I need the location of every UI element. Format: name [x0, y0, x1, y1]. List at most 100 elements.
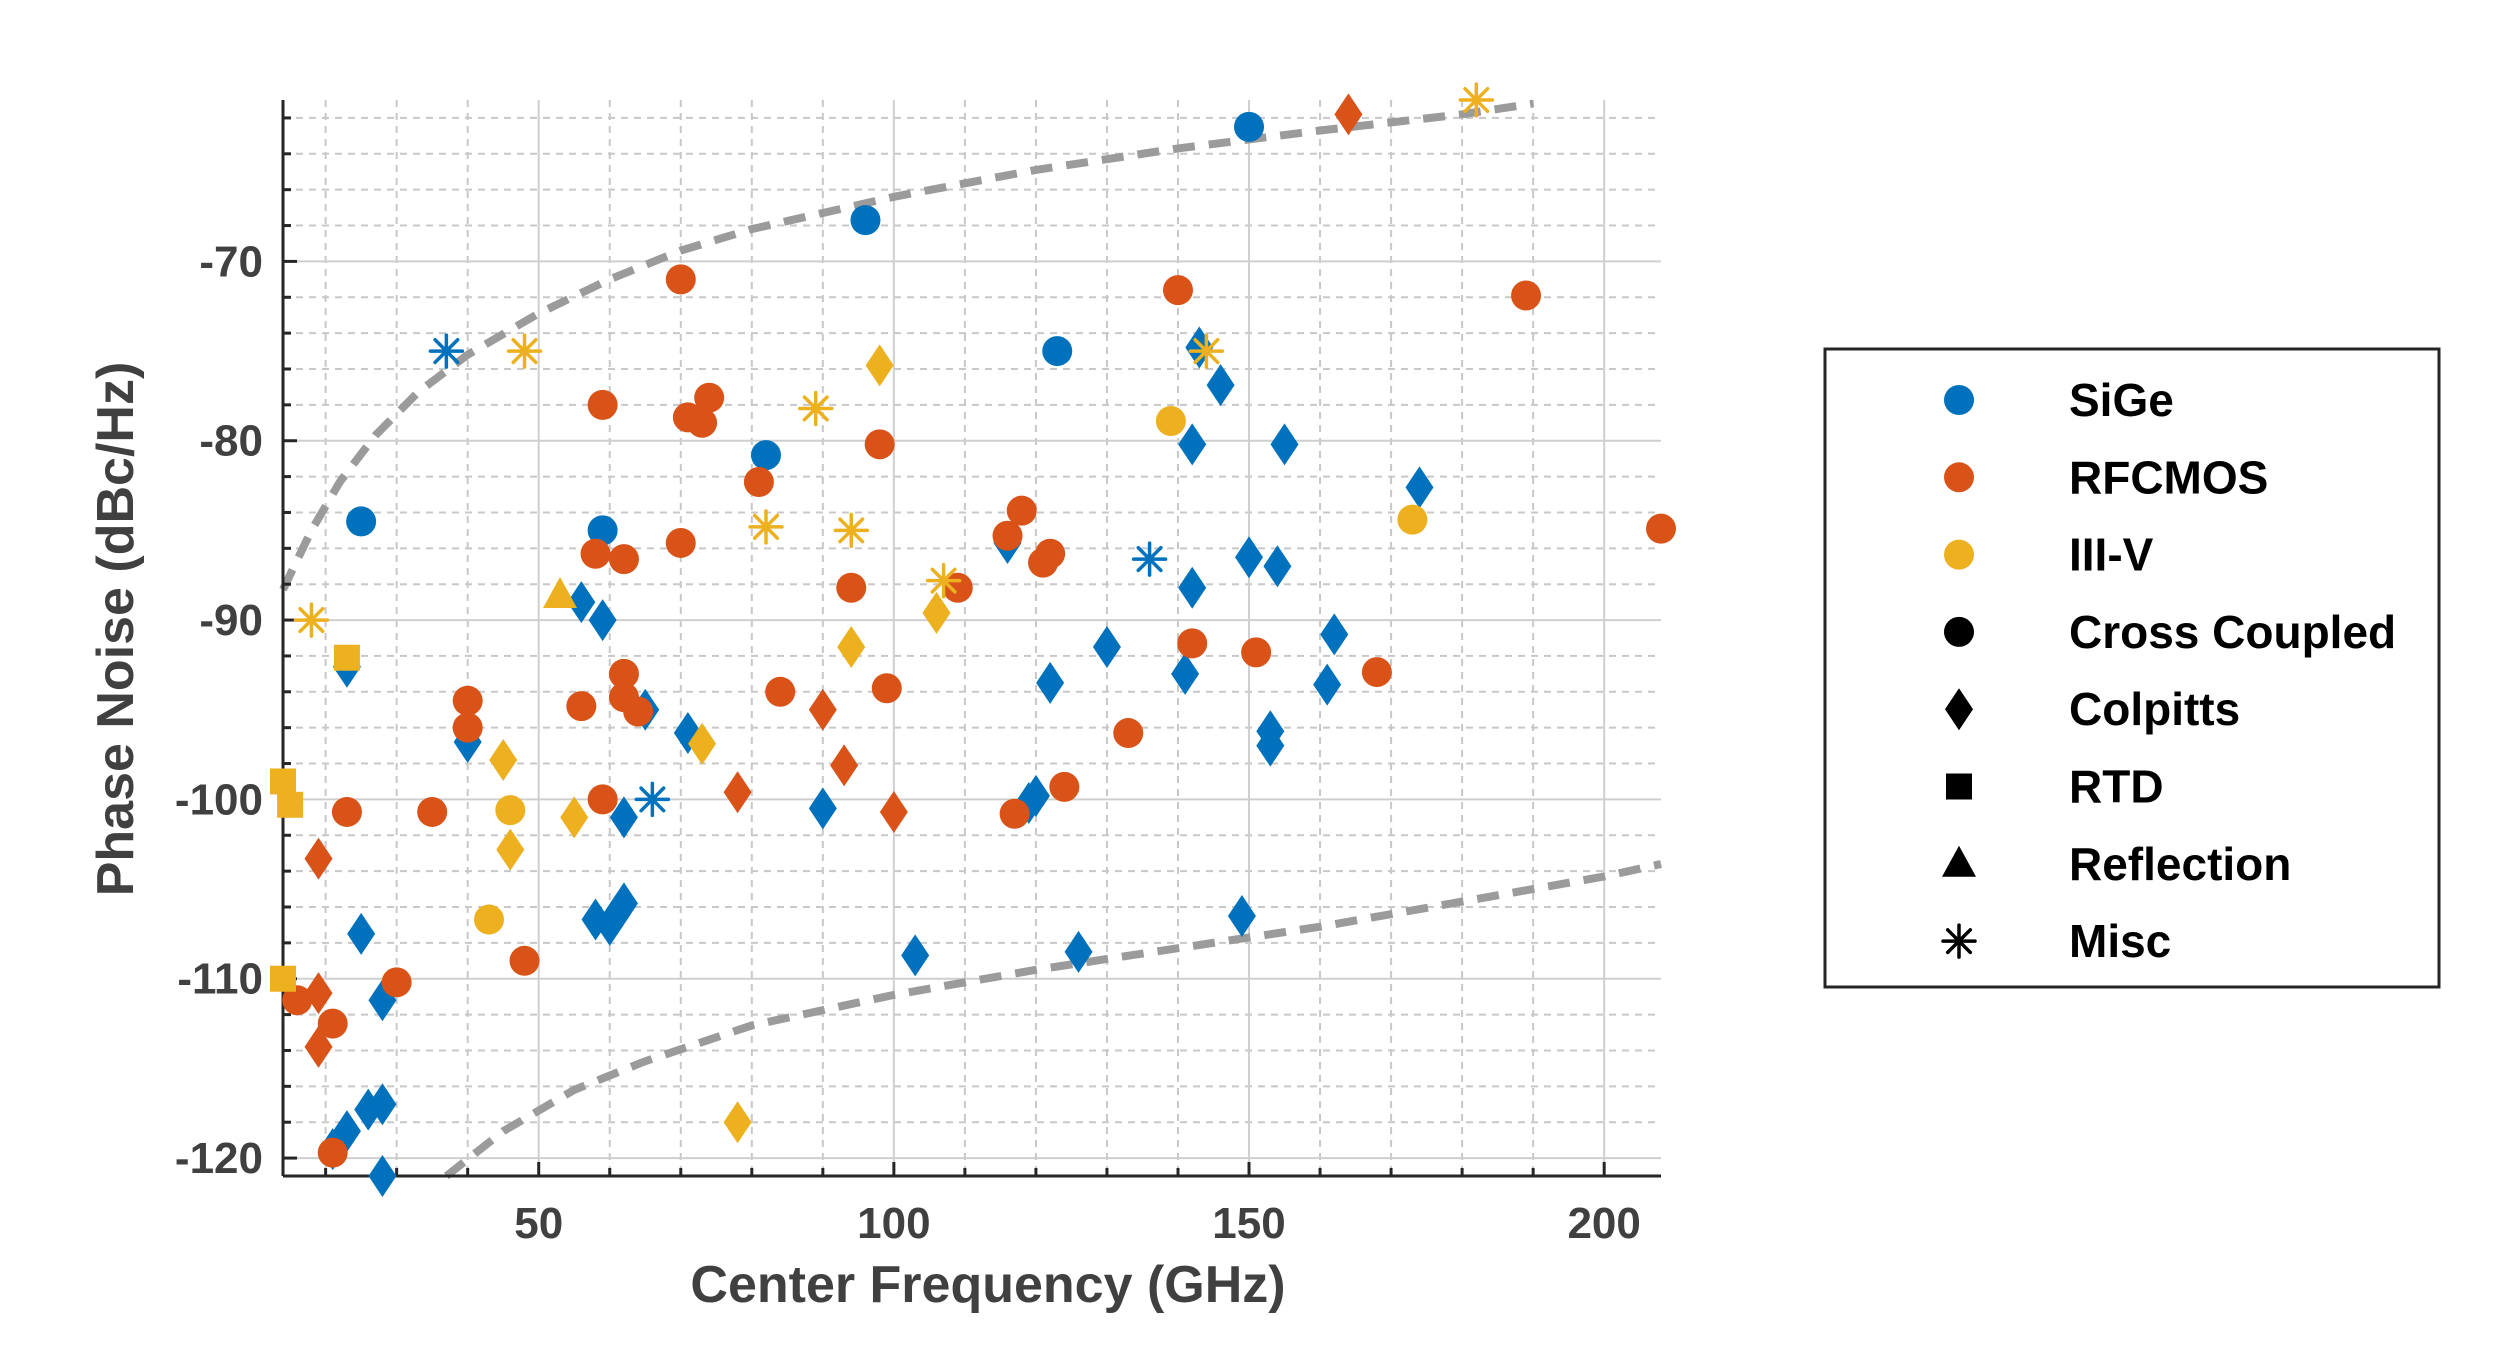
point-rfcmos-circle [694, 382, 725, 413]
point-iiiv-diamond [837, 625, 866, 668]
marker-shape [496, 828, 525, 871]
marker-shape [331, 796, 362, 827]
point-sige-diamond [1092, 625, 1121, 668]
marker-shape [282, 985, 313, 1016]
legend-label-cross-coupled: Cross Coupled [2069, 606, 2396, 658]
marker-shape [1036, 661, 1065, 704]
marker-shape [1646, 513, 1676, 544]
point-iiiv-circle [1397, 504, 1428, 535]
point-rfcmos-circle [580, 538, 611, 569]
y-tick-label: -100 [175, 775, 263, 824]
point-rfcmos-diamond [304, 837, 333, 880]
marker-shape [346, 506, 377, 537]
marker-shape [1944, 462, 1974, 493]
marker-shape [922, 591, 951, 634]
point-sige-diamond [368, 1155, 397, 1197]
marker-shape [304, 1025, 333, 1068]
point-sige-diamond [1263, 545, 1292, 588]
point-rfcmos-circle [687, 407, 718, 438]
marker-stroke [1945, 928, 1973, 955]
marker-shape [587, 389, 618, 420]
point-iiiv-diamond [496, 828, 525, 871]
marker-stroke [639, 786, 666, 813]
point-rfcmos-circle [1006, 495, 1037, 526]
marker-shape [588, 599, 617, 642]
marker-shape [587, 515, 618, 546]
point-sige-diamond [588, 599, 617, 642]
marker-shape [751, 440, 782, 471]
marker-shape [765, 676, 796, 707]
legend-marker-sige [1944, 385, 1974, 415]
marker-shape [1241, 637, 1272, 668]
marker-shape [587, 784, 618, 815]
marker-shape [560, 796, 589, 839]
point-iiiv-triangle [543, 576, 578, 608]
point-rfcmos-circle [1177, 628, 1208, 659]
marker-shape [992, 520, 1023, 551]
marker-shape [270, 768, 296, 795]
point-sige-circle [346, 506, 377, 537]
point-rfcmos-circle [864, 429, 895, 460]
point-rfcmos-circle [587, 389, 618, 420]
point-iiiv-diamond [688, 722, 717, 765]
marker-shape [1178, 566, 1207, 609]
marker-shape [1064, 930, 1093, 973]
marker-shape [1320, 613, 1349, 656]
marker-shape [1397, 504, 1428, 535]
marker-shape [879, 790, 908, 833]
trend-line-upper-bound [279, 99, 1534, 592]
marker-shape [608, 544, 639, 575]
marker-shape [1113, 718, 1144, 749]
marker-shape [333, 644, 360, 671]
marker-shape [865, 344, 894, 387]
point-rfcmos-circle [381, 967, 412, 998]
marker-shape [723, 1101, 752, 1144]
marker-stroke [752, 513, 780, 540]
legend: SiGe RFCMOS III-V Cross Coupled Colpitts RTD R… [1823, 347, 2441, 989]
point-sige-diamond [1206, 364, 1235, 407]
point-iiiv-diamond [560, 796, 589, 839]
point-sige-diamond [1178, 423, 1207, 466]
point-iiiv-asterisk [1458, 82, 1495, 118]
point-iiiv-diamond [865, 344, 894, 387]
point-sige-diamond [1178, 566, 1207, 609]
point-rfcmos-circle [1035, 538, 1066, 569]
point-rfcmos-circle [317, 1008, 348, 1039]
point-iiiv-circle [495, 795, 526, 826]
point-rfcmos-diamond [304, 1025, 333, 1068]
marker-shape [277, 791, 304, 818]
y-tick-label: -110 [177, 955, 263, 1004]
point-rfcmos-circle [282, 985, 313, 1016]
marker-shape [609, 882, 638, 925]
marker-stroke [1136, 546, 1163, 573]
point-iiiv-asterisk [833, 512, 869, 549]
marker-shape [1361, 657, 1392, 688]
marker-shape [1049, 771, 1080, 802]
point-sige-diamond [1021, 774, 1050, 817]
marker-shape [1270, 423, 1299, 466]
legend-label-rtd: RTD [2069, 761, 2164, 813]
marker-shape [317, 1008, 348, 1039]
marker-shape [566, 691, 597, 722]
marker-shape [368, 1083, 397, 1126]
point-rfcmos-circle [1113, 718, 1144, 749]
point-rfcmos-circle [608, 658, 639, 689]
marker-shape [543, 576, 578, 608]
marker-shape [304, 972, 333, 1015]
y-tick-label: -90 [199, 596, 263, 645]
marker-shape [495, 795, 526, 826]
legend-marker-iii-v [1944, 539, 1974, 570]
marker-shape [836, 572, 867, 603]
point-rfcmos-circle [665, 264, 696, 295]
marker-shape [1944, 385, 1974, 415]
point-rfcmos-diamond [879, 790, 908, 833]
tick-labels: 50 100 150 200 -120 -110 -100 -90 -80 -70 [175, 237, 1641, 1248]
trend-line-lower-bound [443, 860, 1662, 1180]
point-iiiv-square [270, 768, 296, 795]
point-sige-circle [850, 205, 881, 236]
legend-box [1823, 347, 2441, 989]
marker-shape [1177, 628, 1208, 659]
point-rfcmos-circle [1361, 657, 1392, 688]
point-rfcmos-circle [509, 945, 540, 976]
marker-stroke [930, 567, 957, 594]
